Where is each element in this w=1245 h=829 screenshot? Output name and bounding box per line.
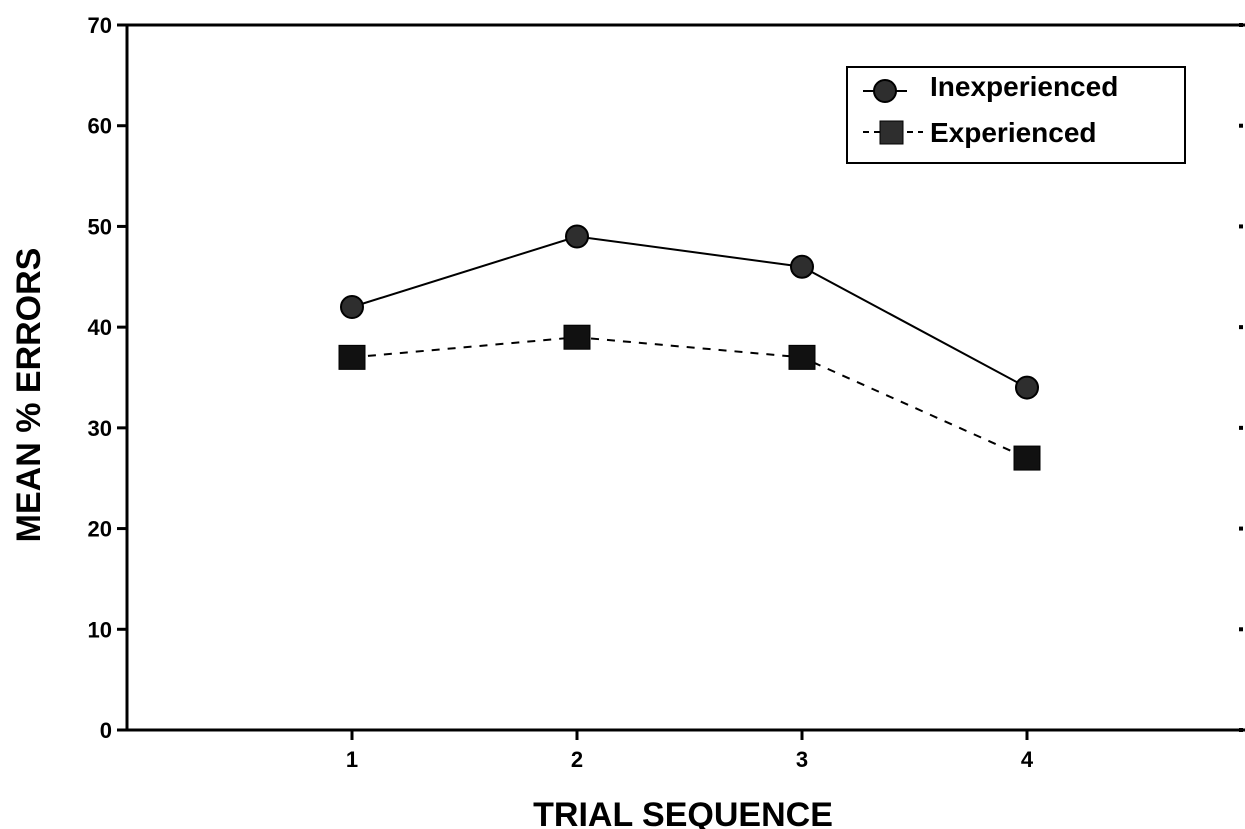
series-line-experienced [351,336,1028,459]
y-tick-label: 30 [88,416,112,441]
y-tick-label: 40 [88,315,112,340]
legend-inexperienced-label: Inexperienced [930,71,1118,102]
x-tick-label: 2 [571,747,583,772]
x-tick-label: 4 [1021,747,1034,772]
data-point-experienced [563,324,591,350]
legend: Inexperienced Experienced [846,66,1186,164]
legend-box [846,66,1186,164]
data-point-experienced [1013,445,1041,471]
y-tick-label: 60 [88,114,112,139]
data-point-experienced [788,344,816,370]
right-tick-mark [1239,425,1243,430]
right-tick-mark [1239,728,1243,732]
x-axis-ticks: 1 2 3 4 [346,730,1034,772]
legend-inexperienced-marker [873,79,897,103]
data-point-inexperienced [790,254,814,279]
right-tick-mark [1239,526,1243,531]
y-axis-ticks: 0 10 20 30 40 50 60 70 [88,13,1243,743]
data-point-experienced [338,344,366,370]
data-point-inexperienced [1015,375,1039,400]
x-tick-label: 3 [796,747,808,772]
y-tick-label: 10 [88,617,112,642]
y-axis-title: MEAN % ERRORS [10,248,48,543]
legend-experienced-label: Experienced [930,117,1097,148]
data-point-inexperienced [565,224,589,249]
x-tick-label: 1 [346,747,358,772]
right-tick-mark [1239,325,1243,330]
series-line-inexperienced [351,235,1028,389]
right-tick-mark [1239,23,1243,27]
y-tick-label: 50 [88,214,112,239]
right-tick-mark [1239,224,1243,229]
right-tick-mark [1239,627,1243,632]
y-tick-label: 20 [88,517,112,542]
x-axis-title: TRIAL SEQUENCE [533,796,833,829]
legend-experienced-marker [879,120,904,145]
data-point-inexperienced [340,295,364,319]
series-layer [338,224,1041,471]
y-tick-label: 70 [88,13,112,38]
right-tick-mark [1239,123,1243,128]
y-tick-label: 0 [100,718,112,743]
axes [125,23,1245,732]
